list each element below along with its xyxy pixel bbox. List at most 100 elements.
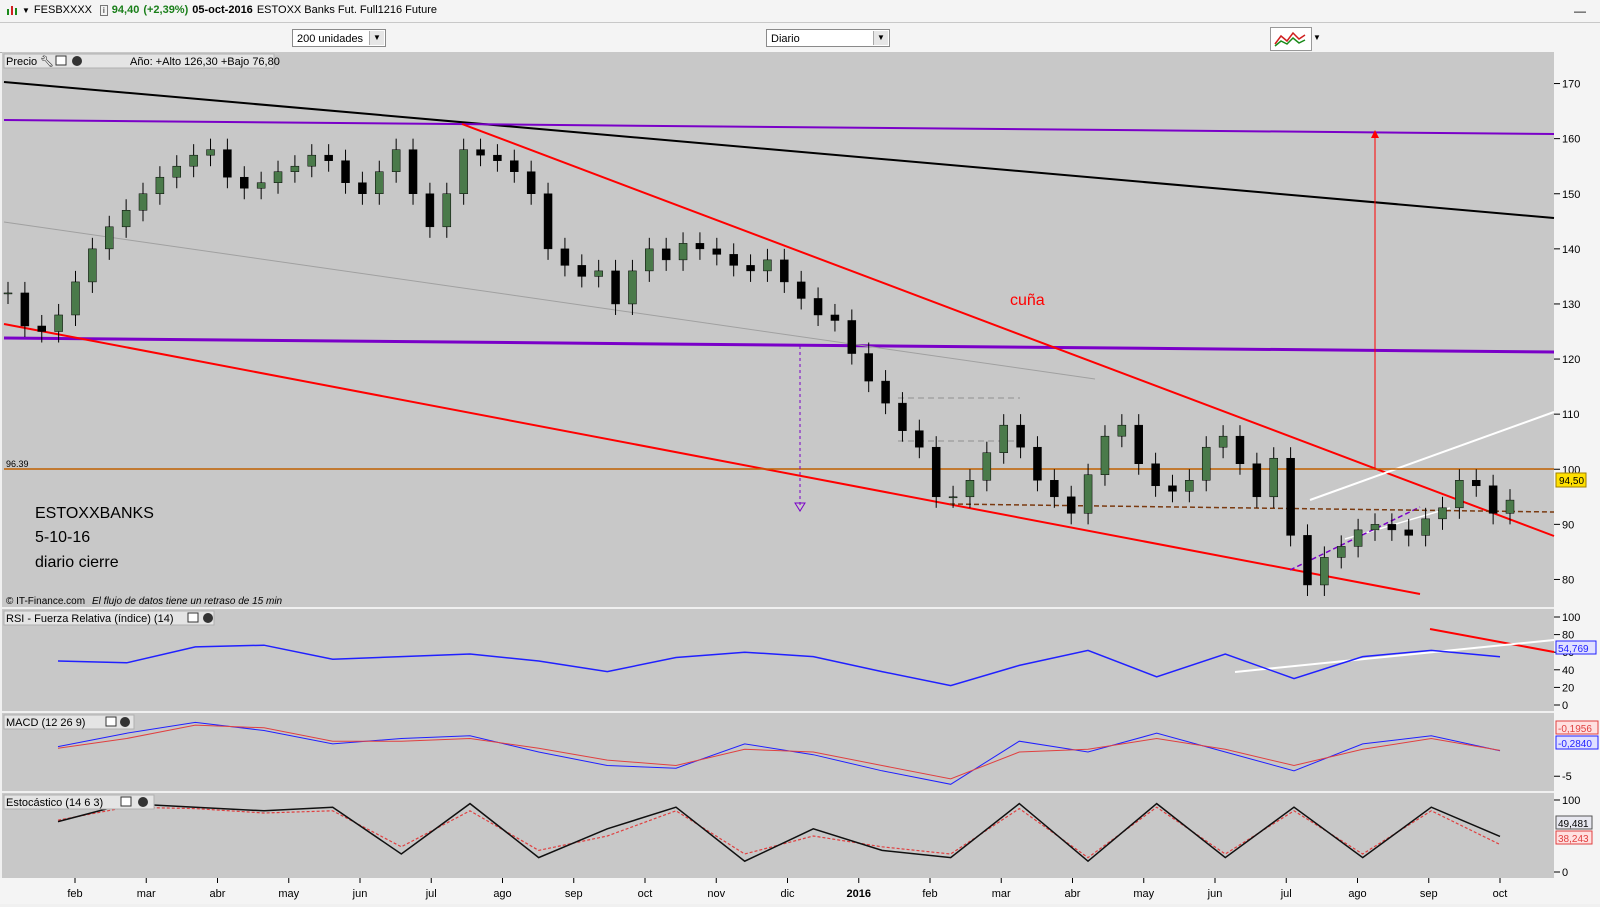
- candle: [240, 176, 249, 189]
- time-tick-label: abr: [210, 888, 226, 900]
- price-tick-label: 120: [1562, 354, 1580, 366]
- year-range-text: Año: +Alto 126,30 +Bajo 76,80: [130, 56, 280, 68]
- time-axis: feb mar abr may jun jul ago sep oct nov dic 2016 feb…: [67, 878, 1507, 900]
- candle: [341, 160, 350, 183]
- candle: [459, 149, 468, 194]
- units-select[interactable]: 200 unidades ▼: [292, 29, 386, 47]
- candle: [1269, 457, 1278, 498]
- candle: [1168, 485, 1177, 492]
- candle: [661, 248, 671, 261]
- price-tick-label: 110: [1562, 409, 1580, 421]
- grey-trendline[interactable]: [3, 221, 1096, 380]
- rsi-white-trendline[interactable]: [1234, 639, 1555, 673]
- price-panel: [2, 52, 1554, 607]
- rsi-red-trendline[interactable]: [1429, 628, 1555, 653]
- candle: [1033, 446, 1042, 481]
- stoch-panel: [2, 793, 1554, 878]
- candle: [290, 165, 300, 172]
- symbol-code[interactable]: FESBXXXX: [33, 4, 92, 16]
- candle: [1353, 529, 1363, 547]
- stoch-blue-value: 49,481: [1558, 819, 1589, 830]
- candle: [965, 480, 975, 498]
- rsi-panel-label: RSI - Fuerza Relativa (índice) (14): [6, 613, 174, 625]
- close-icon[interactable]: [120, 717, 130, 727]
- period-select[interactable]: Diario ▼: [766, 29, 890, 47]
- stoch-panel-header: Estocástico (14 6 3): [3, 794, 155, 810]
- symbol-dropdown-icon[interactable]: ▼: [22, 5, 30, 15]
- candle: [982, 452, 992, 481]
- candle: [594, 270, 603, 277]
- rsi-panel-header: RSI - Fuerza Relativa (índice) (14): [3, 610, 215, 626]
- chart-app-icon: [7, 6, 17, 15]
- long-term-black-trendline[interactable]: [3, 81, 1555, 219]
- chevron-down-icon[interactable]: ▼: [369, 31, 384, 45]
- candle: [1286, 457, 1295, 536]
- panel-tick-label: -5: [1562, 771, 1572, 783]
- close-icon[interactable]: [138, 797, 148, 807]
- macd-blue-value: -0,2840: [1558, 739, 1592, 750]
- candle: [1100, 435, 1110, 476]
- time-tick-label: oct: [638, 888, 653, 900]
- candle: [307, 154, 317, 167]
- level-label: 96.39: [6, 459, 29, 469]
- candle: [358, 182, 367, 194]
- candle: [1218, 435, 1228, 448]
- candle: [1438, 507, 1447, 520]
- chart-type-button[interactable]: [1270, 27, 1312, 51]
- candle: [88, 248, 97, 283]
- time-tick-label: feb: [922, 888, 937, 900]
- macd-panel: [2, 713, 1554, 791]
- rsi-panel: [2, 609, 1554, 711]
- chart-type-dropdown-icon[interactable]: ▼: [1313, 33, 1321, 42]
- price-tick-label: 130: [1562, 299, 1580, 311]
- price-drawings: [3, 81, 1555, 595]
- brown-dashed-support[interactable]: [949, 503, 1555, 513]
- time-tick-label: jul: [425, 888, 437, 900]
- close-icon[interactable]: [203, 613, 213, 623]
- candle: [510, 160, 519, 172]
- candle: [155, 176, 165, 195]
- candle: [1083, 474, 1093, 514]
- candle: [1134, 424, 1143, 464]
- candle: [1488, 485, 1498, 514]
- wedge-upper-red-line[interactable]: [461, 123, 1555, 537]
- candle: [1471, 480, 1481, 487]
- close-icon[interactable]: [72, 56, 82, 66]
- candle: [560, 248, 570, 266]
- time-tick-label: sep: [565, 888, 583, 900]
- wrench-icon[interactable]: 🔧︎: [40, 55, 54, 68]
- time-tick-label: feb: [67, 888, 82, 900]
- candle: [543, 193, 553, 250]
- panel-tick-label: 80: [1562, 630, 1574, 642]
- time-tick-label: mar: [137, 888, 156, 900]
- candle: [425, 193, 435, 228]
- time-tick-label: jun: [1207, 888, 1223, 900]
- wedge-annotation: cuña: [1010, 292, 1045, 309]
- price-tick-label: 170: [1562, 79, 1580, 91]
- candle: [1505, 499, 1515, 514]
- candle: [1235, 435, 1245, 464]
- window-icon[interactable]: [105, 716, 117, 727]
- time-tick-label: jul: [1280, 888, 1292, 900]
- stoch-red-value: 38,243: [1558, 834, 1589, 845]
- candle: [37, 325, 47, 332]
- info-icon[interactable]: i: [100, 4, 108, 16]
- minimize-icon[interactable]: —: [1574, 4, 1586, 18]
- white-channel-upper[interactable]: [1309, 411, 1555, 501]
- candle: [324, 154, 333, 161]
- macd-blue-badge: [1555, 735, 1599, 750]
- window-icon[interactable]: [120, 796, 132, 807]
- wedge-lower-red-line[interactable]: [3, 323, 1421, 595]
- stoch-blue-badge: [1555, 815, 1593, 830]
- candle: [645, 248, 654, 272]
- time-tick-label: may: [1133, 888, 1154, 900]
- white-channel-lower[interactable]: [1344, 507, 1451, 540]
- upper-purple-line[interactable]: [3, 119, 1555, 135]
- candle: [20, 292, 30, 327]
- chevron-down-icon[interactable]: ▼: [873, 31, 888, 45]
- time-tick-label: abr: [1065, 888, 1081, 900]
- lower-purple-line[interactable]: [3, 336, 1555, 354]
- window-icon[interactable]: [187, 612, 199, 623]
- time-tick-label: nov: [707, 888, 725, 900]
- window-icon[interactable]: [55, 55, 67, 66]
